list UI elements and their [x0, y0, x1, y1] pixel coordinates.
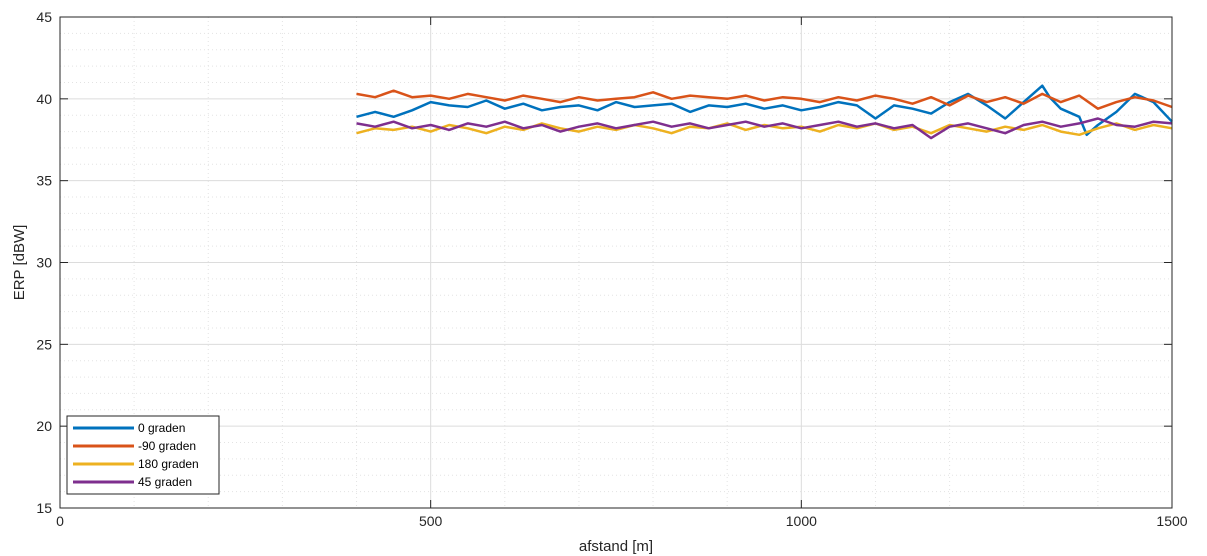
legend-label: 180 graden — [138, 457, 199, 471]
tick-labels: 0 500 1000 1500 15 20 25 30 35 40 45 — [36, 9, 1187, 529]
x-tick-label: 500 — [419, 513, 443, 529]
legend-label: 0 graden — [138, 421, 185, 435]
series-line — [356, 117, 1173, 140]
series-line — [356, 84, 1173, 137]
x-tick-label: 1500 — [1156, 513, 1187, 529]
x-axis-label: afstand [m] — [579, 538, 653, 555]
series-line — [356, 122, 1173, 137]
y-axis-label: ERP [dBW] — [11, 225, 28, 301]
legend: 0 graden -90 graden 180 graden 45 graden — [66, 415, 220, 495]
y-tick-label: 25 — [36, 336, 52, 352]
x-tick-label: 0 — [56, 513, 64, 529]
y-tick-label: 20 — [36, 418, 52, 434]
legend-label: -90 graden — [138, 439, 196, 453]
y-tick-label: 35 — [36, 173, 52, 189]
y-tick-label: 45 — [36, 9, 52, 25]
y-tick-label: 40 — [36, 91, 52, 107]
series-line — [356, 89, 1173, 110]
minor-grid — [60, 17, 1172, 508]
y-tick-label: 30 — [36, 255, 52, 271]
series-layer — [356, 84, 1173, 140]
tick-marks — [59, 16, 1173, 509]
y-tick-label: 15 — [36, 500, 52, 516]
legend-label: 45 graden — [138, 475, 192, 489]
x-tick-label: 1000 — [786, 513, 817, 529]
